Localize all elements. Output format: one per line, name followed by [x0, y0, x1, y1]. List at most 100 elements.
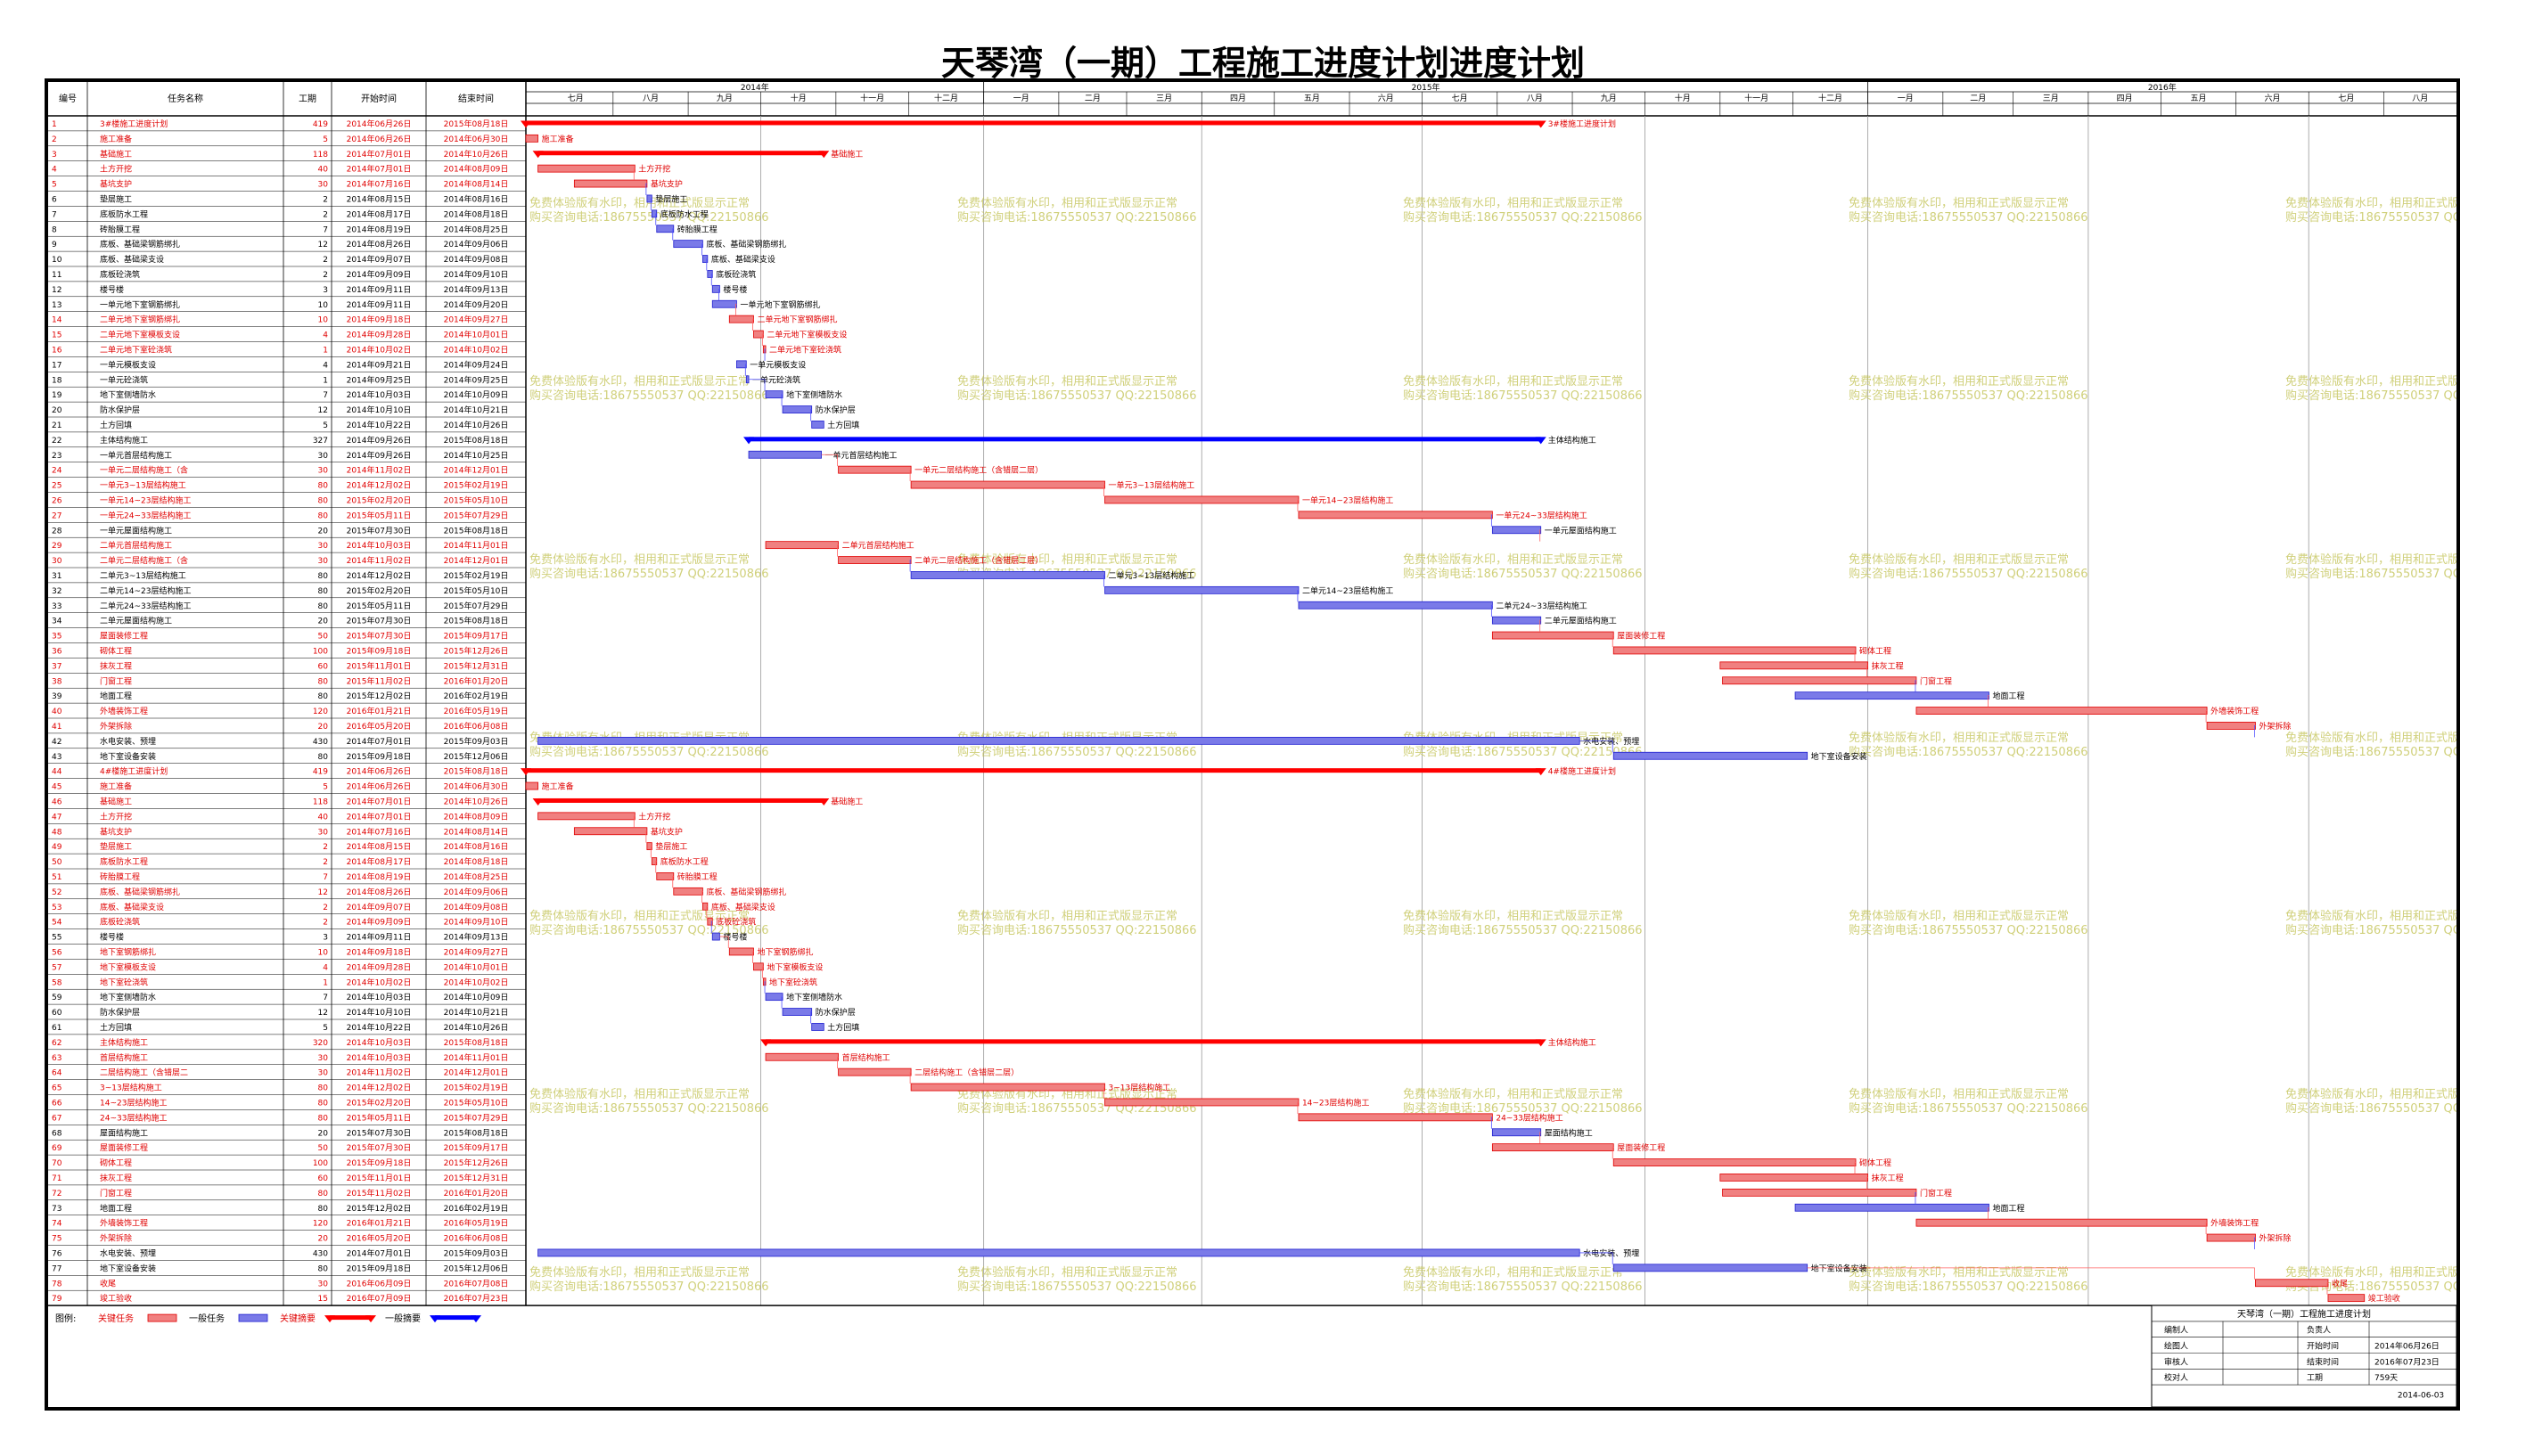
task-duration: 30: [318, 828, 329, 837]
dependency-link: [655, 861, 657, 873]
watermark-line1: 免费体验版有水印，相用和正式版显示正常: [957, 552, 1177, 567]
task-bar-label: 主体结构施工: [1548, 1037, 1596, 1048]
watermark-line2: 购买咨询电话:18675550537 QQ:22150866: [2285, 745, 2456, 759]
task-id: 32: [52, 587, 62, 596]
task-end: 2015年08月18日: [444, 766, 509, 777]
task-start: 2015年09月18日: [347, 1157, 412, 1168]
dependency-link: [837, 544, 839, 557]
task-duration: 60: [318, 1174, 329, 1183]
task-bar-label: 砌体工程: [1859, 645, 1891, 656]
task-id: 17: [52, 361, 62, 370]
dependency-link: [1539, 1132, 1541, 1144]
watermark-line1: 免费体验版有水印，相用和正式版显示正常: [1403, 1265, 1623, 1280]
task-start: 2015年12月02日: [347, 1203, 412, 1214]
task-name: 地面工程: [100, 1203, 132, 1214]
task-end: 2014年08月14日: [444, 826, 509, 837]
legend-normal-swatch: [238, 1313, 268, 1322]
dependency-link: [1103, 1086, 1105, 1099]
task-name: 底板砼浇筑: [100, 269, 140, 280]
task-bar: [1491, 526, 1542, 535]
task-start: 2014年10月03日: [347, 1037, 412, 1048]
task-duration: 2: [323, 919, 328, 928]
dependency-link: [1807, 1267, 2255, 1280]
task-bar: [1612, 751, 1808, 760]
task-duration: 80: [318, 496, 329, 505]
summary-bar: [526, 120, 1541, 126]
task-bar: [1794, 691, 1989, 700]
task-id: 6: [52, 195, 57, 204]
task-start: 2014年08月17日: [347, 209, 412, 219]
task-id: 39: [52, 692, 62, 701]
task-bar: [728, 947, 754, 956]
task-name: 楼号楼: [100, 932, 124, 943]
task-bar: [765, 390, 783, 399]
task-id: 34: [52, 618, 62, 626]
task-start: 2015年12月02日: [347, 691, 412, 701]
task-id: 73: [52, 1205, 62, 1214]
dependency-link: [909, 1071, 912, 1084]
watermark-line2: 购买咨询电话:18675550537 QQ:22150866: [1403, 1101, 1643, 1116]
task-id: 24: [52, 467, 62, 476]
task-end: 2014年08月16日: [444, 841, 509, 852]
task-start: 2014年10月03日: [347, 1052, 412, 1063]
task-name: 砌体工程: [100, 645, 132, 656]
task-bar-label: 二单元屋面结构施工: [1545, 616, 1617, 626]
task-name: 二单元14~23层结构施工: [100, 585, 191, 596]
dependency-link: [2326, 1282, 2328, 1295]
task-id: 11: [52, 271, 62, 280]
task-end: 2014年08月25日: [444, 871, 509, 882]
task-duration: 80: [318, 677, 329, 686]
task-end: 2014年12月01日: [444, 1067, 509, 1078]
task-id: 62: [52, 1039, 62, 1048]
task-name: 24~33层结构施工: [100, 1112, 167, 1123]
task-bar: [910, 480, 1105, 489]
task-duration: 2: [323, 843, 328, 852]
task-start: 2014年06月26日: [347, 119, 412, 129]
task-end: 2015年02月19日: [444, 480, 509, 491]
task-end: 2014年10月26日: [444, 420, 509, 430]
task-duration: 3: [323, 286, 328, 295]
task-duration: 2: [323, 195, 328, 204]
task-end: 2016年05月19日: [444, 1218, 509, 1229]
task-duration: 7: [323, 391, 328, 400]
task-bar-label: 门窗工程: [1920, 675, 1952, 686]
task-start: 2014年09月18日: [347, 315, 412, 325]
task-bar-label: 地下室砼浇筑: [769, 977, 817, 987]
watermark-line1: 免费体验版有水印，相用和正式版显示正常: [1403, 196, 1623, 210]
dependency-link: [1579, 740, 1613, 753]
task-duration: 50: [318, 633, 329, 642]
dependency-link: [718, 288, 720, 301]
task-bar-label: 地下室设备安装: [1811, 1263, 1867, 1273]
watermark-line2: 购买咨询电话:18675550537 QQ:22150866: [957, 745, 1197, 759]
task-start: 2014年09月11日: [347, 299, 412, 310]
task-end: 2014年09月08日: [444, 902, 509, 912]
watermark-line1: 免费体验版有水印，相用和正式版显示正常: [2285, 1087, 2456, 1101]
task-end: 2014年10月26日: [444, 149, 509, 160]
task-name: 3#楼施工进度计划: [100, 119, 168, 129]
task-id: 33: [52, 602, 62, 611]
task-start: 2014年12月02日: [347, 570, 412, 581]
task-start: 2014年09月28日: [347, 330, 412, 340]
month-label: 一月: [1898, 94, 1914, 103]
task-end: 2014年10月21日: [444, 405, 509, 415]
task-duration: 80: [318, 1099, 329, 1108]
task-id: 61: [52, 1024, 62, 1033]
dependency-link: [761, 966, 764, 978]
task-start: 2014年09月25日: [347, 374, 412, 385]
watermark-line2: 购买咨询电话:18675550537 QQ:22150866: [2285, 923, 2456, 937]
task-start: 2014年09月09日: [347, 269, 412, 280]
watermark-line2: 购买咨询电话:18675550537 QQ:22150866: [1403, 745, 1643, 759]
task-duration: 40: [318, 166, 329, 175]
task-duration: 430: [313, 738, 328, 747]
task-duration: 327: [313, 437, 328, 446]
dependency-link: [1866, 665, 1868, 677]
task-duration: 50: [318, 1144, 329, 1153]
task-bar-label: 二单元地下室模板支设: [767, 330, 847, 340]
task-name: 砌体工程: [100, 1157, 132, 1168]
task-id: 40: [52, 708, 62, 716]
task-bar: [2327, 1294, 2366, 1303]
task-bar-label: 垫层施工: [655, 193, 687, 204]
task-duration: 30: [318, 452, 329, 461]
task-name: 地下室设备安装: [100, 751, 156, 762]
task-id: 49: [52, 843, 62, 852]
